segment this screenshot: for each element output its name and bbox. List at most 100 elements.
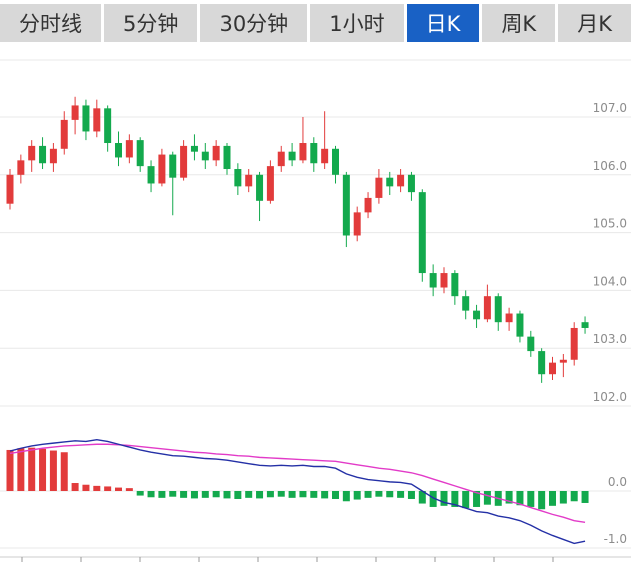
tab-1hour[interactable]: 1小时 — [310, 4, 404, 42]
candle-body — [169, 154, 177, 178]
tab-bar: 分时线 5分钟 30分钟 1小时 日K 周K 月K — [0, 0, 631, 46]
tab-monthly-k[interactable]: 月K — [558, 4, 631, 42]
macd-histogram-bar — [158, 491, 166, 498]
macd-histogram-bar — [310, 491, 318, 498]
price-tick-label: 103.0 — [593, 332, 627, 346]
macd-histogram-bar — [6, 449, 14, 491]
macd-histogram-bar — [440, 491, 448, 506]
macd-histogram-bar — [93, 485, 101, 491]
candle-body — [505, 313, 513, 323]
macd-histogram-bar — [266, 491, 274, 498]
candle-body — [407, 174, 415, 193]
macd-histogram-bar — [473, 491, 481, 507]
macd-histogram-bar — [288, 491, 296, 498]
candle-body — [462, 296, 470, 311]
candle-body — [299, 143, 307, 161]
macd-histogram-bar — [212, 491, 220, 498]
candle-body — [49, 148, 57, 164]
candle-body — [125, 140, 133, 158]
candle-body — [353, 212, 361, 236]
macd-histogram-bar — [364, 491, 372, 498]
candle-body — [473, 310, 481, 320]
candle-body — [93, 108, 101, 132]
candle-body — [212, 145, 220, 161]
tab-30min[interactable]: 30分钟 — [200, 4, 308, 42]
macd-histogram-bar — [136, 491, 144, 496]
macd-histogram-bar — [429, 491, 437, 507]
candle-body — [223, 145, 231, 170]
macd-histogram-bar — [549, 491, 556, 506]
macd-histogram-bar — [39, 448, 47, 491]
candle-body — [570, 327, 578, 360]
macd-histogram-bar — [538, 491, 546, 510]
candle-body — [581, 322, 589, 328]
candle-body — [82, 105, 90, 132]
macd-histogram-bar — [451, 491, 459, 507]
tab-daily-k[interactable]: 日K — [406, 4, 480, 42]
candle-body — [180, 145, 188, 178]
macd-histogram-bar — [527, 491, 535, 507]
candle-body — [158, 154, 166, 184]
macd-histogram-bar — [169, 491, 177, 497]
candle-body — [549, 362, 556, 375]
candle-body — [245, 174, 253, 187]
candle-body — [17, 160, 25, 175]
macd-histogram-bar — [299, 491, 307, 498]
candle-body — [559, 359, 567, 363]
candle-body — [39, 145, 47, 164]
candle-body — [386, 177, 394, 187]
candle-body — [375, 177, 383, 198]
macd-histogram-bar — [483, 491, 491, 505]
macd-histogram-bar — [223, 491, 231, 499]
candle-body — [288, 151, 296, 161]
candle-body — [201, 151, 209, 161]
tab-5min[interactable]: 5分钟 — [104, 4, 198, 42]
candle-body — [71, 105, 79, 120]
macd-histogram-bar — [104, 486, 112, 491]
candle-body — [256, 174, 264, 201]
candle-body — [397, 174, 405, 187]
candle-body — [234, 169, 242, 187]
macd-histogram-bar — [125, 488, 133, 491]
candle-body — [28, 145, 36, 161]
macd-histogram-bar — [71, 483, 79, 491]
candle-body — [429, 273, 437, 288]
macd-histogram-bar — [190, 491, 198, 499]
dea-line — [9, 443, 586, 524]
candle-body — [310, 143, 318, 164]
price-tick-label: 106.0 — [593, 159, 627, 173]
macd-histogram-bar — [386, 491, 394, 498]
macd-tick-label: -1.0 — [604, 532, 627, 546]
tab-time-share[interactable]: 分时线 — [0, 4, 102, 42]
candle-body — [538, 351, 546, 375]
tab-weekly-k[interactable]: 周K — [482, 4, 556, 42]
candle-body — [418, 192, 426, 274]
macd-histogram-bar — [581, 491, 589, 503]
candle-body — [136, 140, 144, 167]
macd-histogram-bar — [397, 491, 405, 498]
macd-histogram-bar — [180, 491, 188, 498]
price-tick-label: 104.0 — [593, 274, 627, 288]
macd-histogram-bar — [462, 491, 470, 509]
price-tick-label: 107.0 — [593, 101, 627, 115]
macd-histogram-bar — [516, 491, 524, 506]
candle-body — [332, 148, 339, 175]
macd-histogram-bar — [147, 491, 155, 498]
macd-histogram-bar — [342, 491, 350, 502]
candle-body — [6, 174, 14, 204]
macd-histogram-bar — [332, 491, 339, 499]
candle-body — [364, 197, 372, 213]
candle-body — [190, 145, 198, 152]
macd-histogram-bar — [277, 491, 285, 497]
macd-histogram-bar — [407, 491, 415, 499]
macd-histogram-bar — [418, 491, 426, 504]
candle-body — [147, 166, 155, 184]
macd-histogram-bar — [49, 450, 57, 491]
macd-histogram-bar — [256, 491, 264, 499]
candle-body — [104, 108, 112, 144]
macd-histogram-bar — [375, 491, 383, 497]
price-tick-label: 105.0 — [593, 217, 627, 231]
macd-histogram-bar — [60, 452, 68, 491]
candle-body — [527, 336, 535, 352]
candle-body — [60, 119, 68, 149]
